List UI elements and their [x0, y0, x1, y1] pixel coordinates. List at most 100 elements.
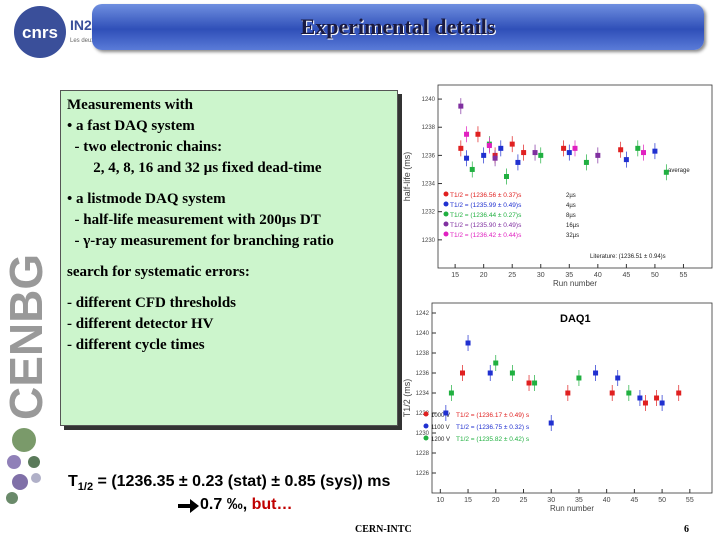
- x-tick-label: 50: [658, 497, 666, 504]
- data-point: [566, 150, 572, 156]
- data-point: [615, 375, 621, 381]
- data-point: [654, 395, 660, 401]
- legend-label: T1/2 = (1235.90 ± 0.49)s: [450, 222, 522, 229]
- data-point: [532, 150, 538, 156]
- x-tick-label: 35: [575, 497, 583, 504]
- legend-swatch: [443, 231, 449, 237]
- symbol: T: [68, 473, 78, 490]
- box-line: [67, 179, 391, 189]
- x-tick-label: 15: [451, 272, 459, 279]
- figure-background: [400, 76, 716, 288]
- x-tick-label: 20: [480, 272, 488, 279]
- data-point: [504, 174, 509, 179]
- x-tick-label: 25: [508, 272, 516, 279]
- footer-center: CERN-INTC: [355, 524, 412, 535]
- data-point: [637, 395, 643, 401]
- data-point: [459, 370, 465, 376]
- y-tick-label: 1230: [422, 238, 436, 244]
- conclusion-text: 0.7 ‰,: [200, 496, 252, 513]
- data-point: [652, 148, 658, 154]
- box-line: search for systematic errors:: [67, 264, 250, 280]
- data-point: [623, 157, 629, 163]
- data-point: [526, 380, 532, 386]
- legend-name: 16µs: [566, 223, 579, 229]
- highlight: but…: [251, 496, 293, 513]
- data-point: [458, 103, 464, 109]
- slide-title: Experimental details: [300, 14, 496, 39]
- x-tick-label: 10: [436, 497, 444, 504]
- data-point: [572, 145, 578, 151]
- legend-name: 1200 V: [431, 437, 450, 443]
- data-point: [487, 370, 493, 376]
- box-line: - γ-ray measurement for branching ratio: [67, 233, 334, 249]
- data-point: [635, 145, 641, 151]
- data-point: [532, 380, 538, 386]
- page-number: 6: [684, 524, 689, 535]
- legend-name: 4µs: [566, 203, 576, 209]
- y-tick-label: 1242: [416, 311, 430, 317]
- figure-title: DAQ1: [560, 313, 591, 325]
- plot-frame: [437, 84, 713, 269]
- data-point: [498, 145, 504, 151]
- annotation: Literature: (1236.51 ± 0.94)s: [590, 254, 666, 260]
- x-axis-label: Run number: [550, 504, 594, 513]
- box-line: • a fast DAQ system: [67, 118, 195, 134]
- box-line: 2, 4, 8, 16 and 32 µs fixed dead-time: [67, 160, 322, 176]
- molecule-icon: [6, 428, 41, 504]
- legend-name: 1100 V: [431, 425, 450, 431]
- y-tick-label: 1232: [416, 411, 430, 417]
- box-line: • a listmode DAQ system: [67, 191, 226, 207]
- data-point: [565, 390, 571, 396]
- box-line: - half-life measurement with 200µs DT: [67, 212, 321, 228]
- x-tick-label: 55: [686, 497, 694, 504]
- data-point: [609, 390, 615, 396]
- x-tick-label: 45: [630, 497, 638, 504]
- x-tick-label: 40: [594, 272, 602, 279]
- y-axis-label: half-life (ms): [402, 152, 412, 202]
- data-point: [492, 155, 498, 161]
- result-formula: T1/2 = (1236.35 ± 0.23 (stat) ± 0.85 (sy…: [68, 473, 390, 493]
- legend-name: 32µs: [566, 233, 579, 239]
- x-tick-label: 30: [547, 497, 555, 504]
- y-tick-label: 1226: [416, 471, 430, 477]
- data-point: [469, 166, 475, 172]
- box-line: Measurements with: [67, 97, 193, 113]
- box-line: [67, 283, 391, 293]
- y-tick-label: 1230: [416, 431, 430, 437]
- x-tick-label: 45: [622, 272, 630, 279]
- legend-swatch: [443, 201, 449, 207]
- x-tick-label: 35: [565, 272, 573, 279]
- data-point: [443, 410, 449, 416]
- logo-tagline: Les deux infinis: [70, 38, 111, 44]
- plot-frame: [431, 302, 713, 494]
- legend-swatch: [423, 411, 429, 417]
- y-tick-label: 1240: [422, 97, 436, 103]
- data-point: [626, 390, 632, 396]
- legend-swatch: [423, 423, 429, 429]
- side-label: CENBG: [0, 254, 52, 420]
- data-point: [493, 360, 499, 366]
- legend-label: T1/2 = (1236.17 ± 0.49) s: [456, 412, 530, 419]
- data-point: [593, 370, 599, 376]
- x-tick-label: 15: [464, 497, 472, 504]
- data-point: [486, 143, 492, 149]
- figure: 1226 1228 1230 1232 1234 1236 1238 1240 1242 10 15…: [400, 294, 716, 524]
- figure: 1230 1232 1234 1236 1238 1240 15 20 25 30 35 40 45 50…: [400, 76, 716, 288]
- data-point: [475, 131, 481, 137]
- legend-swatch: [443, 191, 449, 197]
- x-tick-label: 40: [603, 497, 611, 504]
- legend-swatch: [423, 435, 429, 441]
- data-point: [509, 141, 515, 147]
- conclusion: 0.7 ‰, but…: [200, 496, 292, 514]
- y-tick-label: 1238: [422, 125, 436, 131]
- annotation: average: [668, 168, 690, 174]
- y-tick-label: 1236: [416, 371, 430, 377]
- data-point: [458, 145, 464, 151]
- data-point: [448, 390, 454, 396]
- legend-label: T1/2 = (1235.99 ± 0.49)s: [450, 202, 522, 209]
- legend-name: 1000 V: [431, 413, 450, 419]
- box-line: [67, 252, 391, 262]
- box-line: - different CFD thresholds: [67, 295, 237, 311]
- legend-label: T1/2 = (1236.75 ± 0.32) s: [456, 424, 530, 431]
- x-tick-label: 55: [680, 272, 688, 279]
